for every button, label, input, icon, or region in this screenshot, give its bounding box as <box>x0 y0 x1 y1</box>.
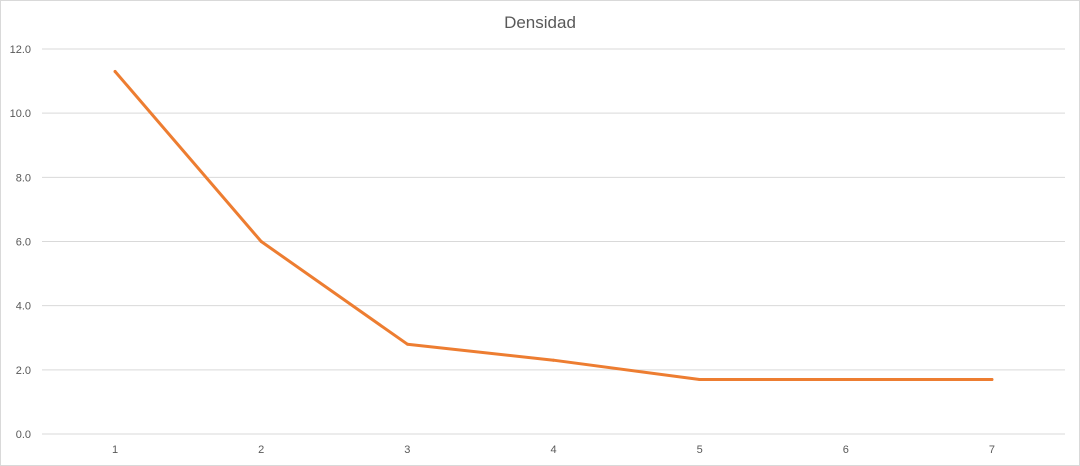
y-axis-ticks: 0.0 2.0 4.0 6.0 8.0 10.0 12.0 <box>10 44 31 441</box>
y-tick-label: 0.0 <box>16 429 31 441</box>
y-tick-label: 10.0 <box>10 108 31 120</box>
x-axis-ticks: 1 2 3 4 5 6 7 <box>112 444 995 456</box>
data-point <box>844 377 848 381</box>
x-tick-label: 3 <box>404 444 410 456</box>
y-tick-label: 8.0 <box>16 172 31 184</box>
y-tick-label: 12.0 <box>10 44 31 56</box>
data-point <box>113 69 117 73</box>
data-point <box>990 377 994 381</box>
y-tick-label: 4.0 <box>16 301 31 313</box>
x-tick-label: 6 <box>843 444 849 456</box>
series-line <box>113 70 994 381</box>
data-point <box>698 377 702 381</box>
data-point <box>259 240 263 243</box>
y-tick-label: 6.0 <box>16 237 31 249</box>
x-tick-label: 4 <box>550 444 556 456</box>
x-tick-label: 5 <box>697 444 703 456</box>
chart-title: Densidad <box>504 13 576 32</box>
x-tick-label: 1 <box>112 444 118 456</box>
gridlines <box>42 48 1065 435</box>
x-tick-label: 7 <box>989 444 995 456</box>
data-point <box>405 342 409 346</box>
series-layer <box>113 69 994 381</box>
y-tick-label: 2.0 <box>16 365 31 377</box>
data-point <box>552 358 555 362</box>
x-tick-label: 2 <box>258 444 264 456</box>
